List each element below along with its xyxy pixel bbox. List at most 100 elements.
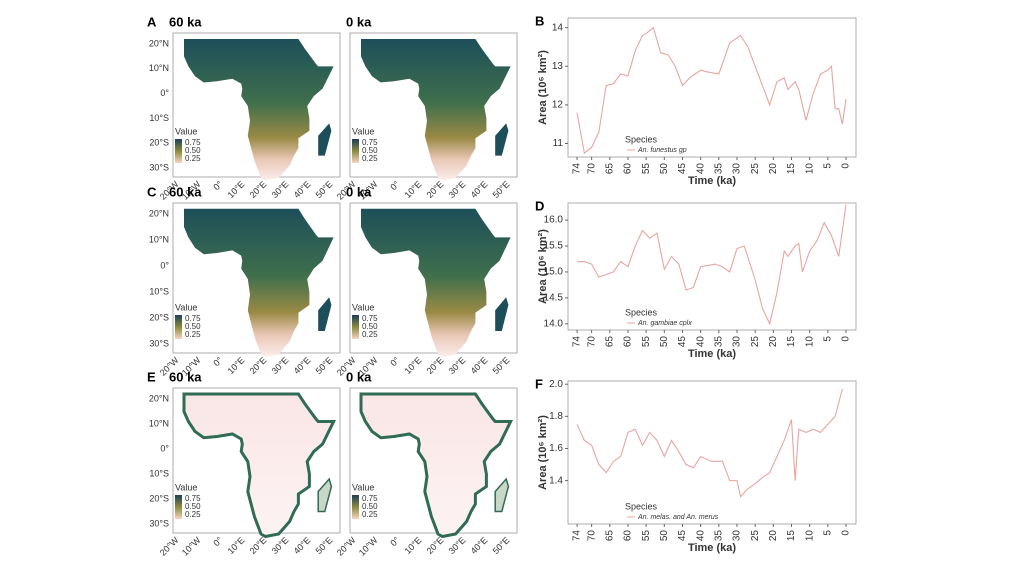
lon-tick-label: 10°W: [180, 535, 203, 558]
lon-tick-label: 50°E: [314, 355, 335, 376]
lon-tick-label: 10°W: [357, 535, 380, 558]
panel-letter: F: [535, 376, 543, 391]
x-tick-label: 5: [822, 336, 833, 342]
color-scale: [175, 139, 182, 163]
legend-label: An. melas. and An. merus: [637, 514, 719, 521]
x-tick-label: 30: [732, 530, 743, 542]
y-axis-title: Area (10⁶ km²): [537, 50, 549, 125]
x-tick-label: 25: [750, 163, 761, 175]
x-axis-title: Time (ka): [688, 175, 736, 187]
lon-tick-label: 20°E: [425, 355, 446, 376]
x-tick-label: 70: [586, 530, 597, 542]
lon-tick-label: 50°E: [491, 355, 512, 376]
x-tick-label: 30: [732, 336, 743, 348]
y-tick-label: 11: [553, 138, 564, 149]
lon-tick-label: 0°: [388, 535, 401, 548]
legend-tick-label: 0.25: [362, 154, 378, 163]
legend-title: Species: [625, 501, 658, 511]
x-tick-label: 15: [786, 163, 797, 175]
lon-tick-label: 10°E: [403, 535, 424, 556]
africa-map: [184, 39, 334, 181]
x-tick-label: 0: [841, 163, 852, 169]
x-tick-label: 20: [768, 163, 779, 175]
x-tick-label: 74: [572, 336, 583, 348]
madagascar-map: [318, 123, 332, 156]
x-tick-label: 20: [768, 336, 779, 348]
lon-tick-label: 10°E: [226, 535, 247, 556]
x-tick-label: 40: [695, 163, 706, 175]
x-tick-label: 65: [604, 530, 615, 542]
x-tick-label: 30: [732, 163, 743, 175]
legend-label: An. funestus gp: [637, 147, 687, 154]
africa-map: [182, 392, 337, 539]
madagascar-map: [495, 297, 509, 331]
x-tick-label: 15: [786, 530, 797, 542]
lon-tick-label: 40°E: [292, 179, 313, 200]
lat-tick-label: 10°N: [149, 63, 169, 73]
x-tick-label: 55: [641, 530, 652, 542]
lon-tick-label: 0°: [211, 355, 224, 368]
legend-tick-label: 0.25: [362, 510, 378, 519]
lat-tick-label: 20°S: [149, 493, 169, 503]
x-tick-label: 35: [713, 530, 724, 542]
panel-letter: E: [147, 369, 156, 384]
map-title: 0 ka: [346, 369, 372, 384]
panel-letter: D: [535, 198, 544, 213]
x-tick-label: 74: [572, 163, 583, 175]
lon-tick-label: 40°E: [292, 355, 313, 376]
legend-tick-label: 0.75: [362, 494, 378, 503]
africa-map: [184, 208, 334, 357]
x-tick-label: 10: [804, 163, 815, 175]
x-tick-label: 0: [841, 336, 852, 342]
lat-tick-label: 10°S: [149, 286, 169, 296]
x-tick-label: 50: [659, 163, 670, 175]
africa-map: [361, 39, 511, 181]
legend-tick-label: 0.75: [185, 494, 201, 503]
y-tick-label: 14: [552, 22, 564, 33]
x-tick-label: 74: [572, 530, 583, 542]
map-title: 60 ka: [169, 14, 202, 29]
x-axis-title: Time (ka): [688, 542, 736, 554]
y-tick-label: 12: [552, 100, 564, 111]
y-tick-label: 15.0: [544, 267, 564, 278]
legend-title: Value: [352, 126, 374, 136]
y-tick-label: 1.8: [549, 411, 563, 422]
lat-tick-label: 20°N: [149, 38, 169, 48]
legend-tick-label: 0.50: [362, 146, 378, 155]
lon-tick-label: 50°E: [491, 179, 512, 200]
x-tick-label: 40: [695, 336, 706, 348]
plot-frame: [567, 17, 857, 158]
x-tick-label: 45: [677, 163, 688, 175]
lat-tick-label: 10°S: [149, 468, 169, 478]
x-tick-label: 50: [659, 530, 670, 542]
color-scale: [352, 315, 359, 339]
y-tick-label: 13: [552, 61, 564, 72]
x-tick-label: 65: [604, 336, 615, 348]
lat-tick-label: 10°N: [149, 418, 169, 428]
map-title: 60 ka: [169, 369, 202, 384]
legend-tick-label: 0.50: [362, 322, 378, 331]
x-tick-label: 45: [677, 336, 688, 348]
x-tick-label: 10: [804, 336, 815, 348]
panel-letter: B: [535, 13, 544, 28]
lon-tick-label: 40°E: [469, 179, 490, 200]
x-tick-label: 40: [695, 530, 706, 542]
africa-map: [361, 208, 511, 357]
x-tick-label: 35: [713, 163, 724, 175]
x-tick-label: 5: [822, 530, 833, 536]
panel-letter: C: [147, 184, 157, 199]
lon-tick-label: 40°E: [469, 355, 490, 376]
lon-tick-label: 20°E: [425, 179, 446, 200]
lon-tick-label: 10°E: [403, 179, 424, 200]
legend-title: Species: [625, 134, 658, 144]
lon-tick-label: 10°E: [403, 355, 424, 376]
lat-tick-label: 20°S: [149, 138, 169, 148]
lon-tick-label: 40°E: [469, 535, 490, 556]
y-tick-label: 1.6: [549, 443, 563, 454]
panel-letter: A: [147, 14, 157, 29]
legend-tick-label: 0.75: [362, 314, 378, 323]
color-scale: [352, 495, 359, 519]
color-scale: [352, 139, 359, 163]
x-tick-label: 60: [623, 163, 634, 175]
